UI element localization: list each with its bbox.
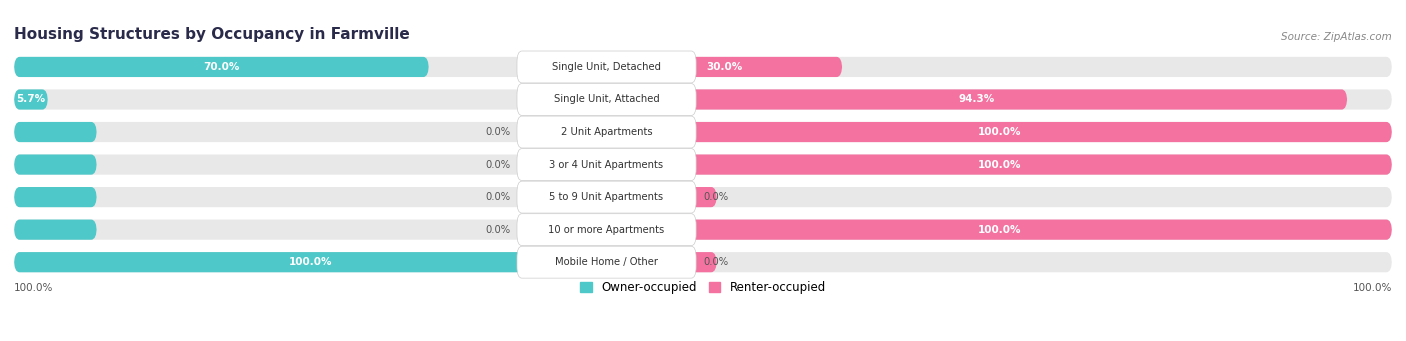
Legend: Owner-occupied, Renter-occupied: Owner-occupied, Renter-occupied — [575, 277, 831, 299]
FancyBboxPatch shape — [606, 122, 1392, 142]
Text: 3 or 4 Unit Apartments: 3 or 4 Unit Apartments — [550, 160, 664, 169]
FancyBboxPatch shape — [14, 187, 97, 207]
Text: Source: ZipAtlas.com: Source: ZipAtlas.com — [1281, 32, 1392, 42]
Text: 5.7%: 5.7% — [17, 94, 45, 104]
Text: 100.0%: 100.0% — [977, 160, 1021, 169]
Text: 0.0%: 0.0% — [703, 192, 728, 202]
Text: 100.0%: 100.0% — [977, 225, 1021, 235]
Text: 100.0%: 100.0% — [14, 283, 53, 293]
FancyBboxPatch shape — [14, 122, 1392, 142]
FancyBboxPatch shape — [14, 252, 606, 272]
FancyBboxPatch shape — [14, 89, 48, 109]
FancyBboxPatch shape — [517, 214, 696, 246]
Text: Single Unit, Attached: Single Unit, Attached — [554, 94, 659, 104]
Text: 5 to 9 Unit Apartments: 5 to 9 Unit Apartments — [550, 192, 664, 202]
Text: 70.0%: 70.0% — [204, 62, 239, 72]
FancyBboxPatch shape — [14, 220, 97, 240]
FancyBboxPatch shape — [517, 246, 696, 278]
Text: 10 or more Apartments: 10 or more Apartments — [548, 225, 665, 235]
Text: 94.3%: 94.3% — [959, 94, 995, 104]
FancyBboxPatch shape — [606, 89, 1347, 109]
FancyBboxPatch shape — [14, 154, 1392, 175]
FancyBboxPatch shape — [606, 220, 1392, 240]
FancyBboxPatch shape — [517, 84, 696, 116]
FancyBboxPatch shape — [606, 187, 717, 207]
Text: Housing Structures by Occupancy in Farmville: Housing Structures by Occupancy in Farmv… — [14, 27, 409, 42]
FancyBboxPatch shape — [14, 122, 97, 142]
Text: 0.0%: 0.0% — [485, 160, 510, 169]
FancyBboxPatch shape — [517, 149, 696, 180]
FancyBboxPatch shape — [606, 57, 842, 77]
FancyBboxPatch shape — [606, 252, 717, 272]
Text: 0.0%: 0.0% — [485, 192, 510, 202]
FancyBboxPatch shape — [517, 116, 696, 148]
Text: 100.0%: 100.0% — [288, 257, 332, 267]
Text: 100.0%: 100.0% — [1353, 283, 1392, 293]
FancyBboxPatch shape — [517, 51, 696, 83]
FancyBboxPatch shape — [14, 252, 1392, 272]
Text: 2 Unit Apartments: 2 Unit Apartments — [561, 127, 652, 137]
FancyBboxPatch shape — [14, 154, 97, 175]
Text: 0.0%: 0.0% — [485, 225, 510, 235]
Text: 100.0%: 100.0% — [977, 127, 1021, 137]
Text: 30.0%: 30.0% — [706, 62, 742, 72]
Text: 0.0%: 0.0% — [703, 257, 728, 267]
Text: Single Unit, Detached: Single Unit, Detached — [553, 62, 661, 72]
FancyBboxPatch shape — [14, 89, 1392, 109]
FancyBboxPatch shape — [14, 57, 1392, 77]
FancyBboxPatch shape — [14, 220, 1392, 240]
Text: Mobile Home / Other: Mobile Home / Other — [555, 257, 658, 267]
FancyBboxPatch shape — [14, 57, 429, 77]
FancyBboxPatch shape — [606, 154, 1392, 175]
FancyBboxPatch shape — [14, 187, 1392, 207]
Text: 0.0%: 0.0% — [485, 127, 510, 137]
FancyBboxPatch shape — [517, 181, 696, 213]
